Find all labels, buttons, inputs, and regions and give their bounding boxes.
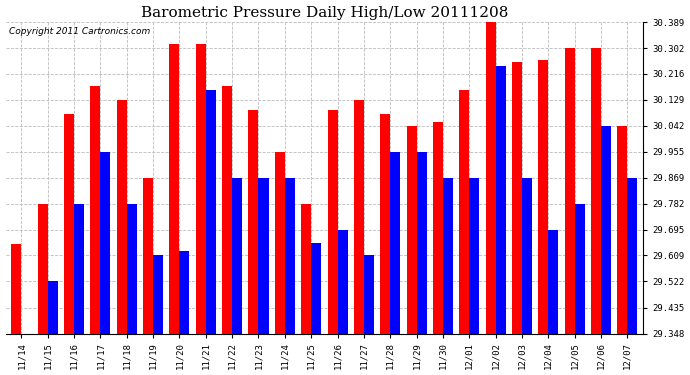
- Bar: [549, 230, 558, 333]
- Bar: [601, 126, 611, 333]
- Bar: [170, 44, 179, 333]
- Bar: [618, 126, 627, 333]
- Bar: [11, 244, 21, 333]
- Bar: [222, 86, 232, 333]
- Bar: [328, 110, 337, 333]
- Bar: [460, 90, 469, 333]
- Bar: [275, 152, 285, 333]
- Bar: [417, 152, 426, 333]
- Bar: [48, 282, 58, 333]
- Bar: [406, 126, 417, 333]
- Bar: [380, 114, 391, 333]
- Bar: [232, 178, 242, 333]
- Bar: [301, 204, 311, 333]
- Bar: [127, 204, 137, 333]
- Bar: [248, 110, 259, 333]
- Bar: [117, 100, 127, 333]
- Bar: [285, 178, 295, 333]
- Bar: [433, 122, 443, 333]
- Bar: [495, 66, 506, 333]
- Bar: [364, 255, 374, 333]
- Bar: [354, 100, 364, 333]
- Bar: [538, 60, 549, 333]
- Bar: [259, 178, 268, 333]
- Bar: [143, 178, 153, 333]
- Bar: [337, 230, 348, 333]
- Bar: [591, 48, 601, 333]
- Bar: [627, 178, 638, 333]
- Bar: [90, 86, 101, 333]
- Bar: [469, 178, 480, 333]
- Bar: [512, 62, 522, 333]
- Bar: [179, 251, 190, 333]
- Bar: [391, 152, 400, 333]
- Bar: [443, 178, 453, 333]
- Text: Copyright 2011 Cartronics.com: Copyright 2011 Cartronics.com: [9, 27, 150, 36]
- Bar: [522, 178, 532, 333]
- Bar: [311, 243, 322, 333]
- Bar: [101, 152, 110, 333]
- Bar: [196, 44, 206, 333]
- Bar: [206, 90, 216, 333]
- Bar: [486, 22, 495, 333]
- Bar: [64, 114, 74, 333]
- Bar: [74, 204, 84, 333]
- Bar: [575, 204, 584, 333]
- Bar: [564, 48, 575, 333]
- Bar: [38, 204, 48, 333]
- Bar: [153, 255, 163, 333]
- Title: Barometric Pressure Daily High/Low 20111208: Barometric Pressure Daily High/Low 20111…: [141, 6, 508, 20]
